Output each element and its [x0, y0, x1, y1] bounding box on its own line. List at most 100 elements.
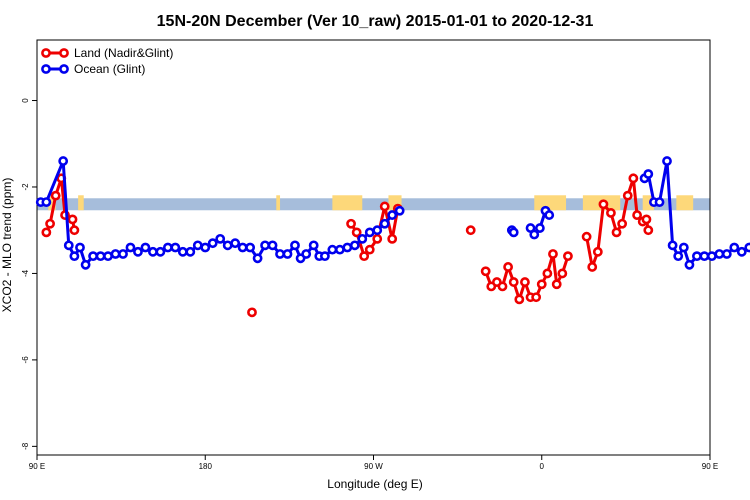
land-mask: [48, 195, 56, 211]
x-tick-label: 90 W: [364, 462, 383, 471]
data-point: [714, 249, 725, 259]
data-point: [308, 240, 319, 251]
x-tick-label: 90 E: [702, 462, 718, 471]
data-point: [497, 281, 508, 292]
data-point: [80, 259, 91, 270]
data-point: [346, 218, 356, 229]
data-point: [359, 251, 370, 262]
data-point: [364, 244, 375, 255]
data-point: [394, 205, 405, 216]
data-point: [50, 190, 61, 201]
data-point: [290, 240, 300, 251]
data-point: [654, 197, 665, 208]
data-point: [45, 218, 55, 229]
y-axis-label: XCO2 - MLO trend (ppm): [0, 178, 14, 313]
data-point: [364, 227, 375, 238]
data-point: [103, 251, 113, 262]
data-point: [327, 244, 338, 255]
data-point: [118, 249, 128, 259]
data-point: [349, 240, 360, 251]
data-point: [744, 242, 750, 253]
data-point: [267, 240, 278, 251]
data-point: [551, 279, 562, 290]
data-point: [508, 277, 519, 287]
legend-marker: [41, 48, 51, 58]
legend-label: Land (Nadir&Glint): [74, 46, 173, 60]
data-point: [247, 307, 257, 318]
data-point: [544, 210, 555, 220]
y-tick-label: -8: [21, 442, 30, 450]
data-point: [548, 249, 558, 259]
land-mask: [642, 195, 654, 211]
data-point: [598, 199, 609, 210]
data-point: [606, 208, 616, 218]
series-land: [41, 173, 654, 318]
land-ocean-band: [37, 195, 710, 211]
series-layer: [35, 156, 750, 318]
land-mask: [78, 195, 84, 211]
data-point: [641, 214, 652, 225]
land-mask: [534, 195, 567, 211]
legend-marker: [59, 48, 69, 58]
data-point: [372, 225, 383, 236]
data-point: [520, 277, 530, 287]
data-point: [207, 238, 218, 249]
data-point: [63, 240, 74, 251]
data-point: [643, 225, 654, 236]
legend-marker: [59, 64, 69, 74]
data-point: [41, 227, 52, 238]
data-point: [319, 251, 330, 262]
data-point: [673, 251, 684, 262]
data-point: [357, 233, 368, 244]
data-point: [334, 244, 345, 255]
data-point: [721, 249, 732, 259]
x-tick-label: 0: [540, 462, 545, 471]
x-axis-label: Longitude (deg E): [327, 477, 422, 491]
data-point: [534, 223, 545, 233]
data-point: [58, 156, 69, 166]
data-point: [185, 246, 196, 257]
data-point: [88, 251, 98, 262]
data-point: [245, 242, 256, 253]
land-mask: [332, 195, 363, 211]
data-point: [351, 227, 362, 238]
data-point: [133, 246, 143, 257]
data-point: [643, 169, 654, 179]
data-point: [379, 201, 390, 212]
data-point: [699, 251, 710, 262]
data-point: [69, 225, 80, 236]
data-point: [678, 242, 689, 253]
data-point: [252, 253, 263, 264]
data-point: [260, 240, 270, 251]
data-point: [581, 231, 592, 242]
land-mask: [676, 195, 694, 211]
data-point: [736, 246, 747, 257]
data-point: [237, 242, 248, 253]
data-point: [95, 251, 106, 262]
data-point: [628, 173, 639, 184]
data-point: [372, 233, 383, 244]
x-tick-label: 90 E: [29, 462, 45, 471]
data-point: [387, 233, 398, 244]
data-point: [514, 294, 525, 305]
series-line: [484, 252, 570, 301]
data-point: [379, 218, 390, 229]
data-point: [69, 251, 80, 262]
data-point: [563, 251, 573, 262]
data-point: [480, 266, 491, 277]
data-point: [155, 246, 166, 257]
data-point: [587, 262, 598, 272]
data-point: [592, 246, 603, 257]
data-point: [200, 242, 211, 253]
data-point: [342, 242, 353, 253]
data-point: [148, 246, 158, 257]
data-point: [222, 240, 233, 251]
data-point: [531, 292, 542, 303]
data-point: [729, 242, 740, 253]
data-point: [706, 251, 717, 262]
data-point: [192, 240, 203, 251]
data-point: [140, 242, 151, 253]
data-point: [508, 227, 519, 238]
data-point: [170, 242, 181, 253]
